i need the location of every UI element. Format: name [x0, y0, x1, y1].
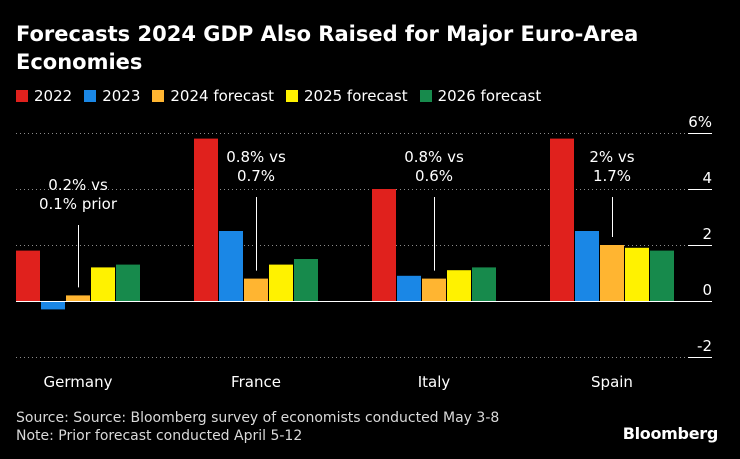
legend-item-2022: 2022: [16, 87, 72, 105]
legend-item-2024-forecast: 2024 forecast: [152, 87, 274, 105]
bar-spain-2026-forecast: [650, 250, 674, 301]
legend-item-2026-forecast: 2026 forecast: [419, 87, 542, 105]
legend-label: 2022: [34, 87, 73, 105]
legend-item-2025-forecast: 2025 forecast: [285, 87, 408, 105]
legend-swatch: [84, 90, 97, 102]
bar-italy-2024-forecast: [422, 278, 446, 301]
annotation-france-line: 0.7%: [237, 167, 275, 185]
legend-swatch: [285, 90, 298, 102]
bar-germany-2022: [16, 250, 40, 301]
annotation-italy-line: 0.6%: [415, 167, 453, 185]
legend-label: 2026 forecast: [437, 87, 542, 105]
prior-note: Note: Prior forecast conducted April 5-1…: [16, 428, 303, 444]
bar-france-2022: [194, 138, 218, 301]
bar-france-2023: [219, 231, 243, 301]
bar-france-2026-forecast: [294, 259, 318, 301]
bar-italy-2025-forecast: [447, 270, 471, 301]
x-tick-label-france: France: [231, 373, 281, 391]
legend-label: 2023: [102, 87, 141, 105]
bar-italy-2026-forecast: [472, 267, 496, 301]
source-note: Source: Source: Bloomberg survey of econ…: [16, 410, 500, 426]
x-tick-label-spain: Spain: [591, 373, 633, 391]
annotation-germany-line: 0.2% vs: [48, 176, 108, 194]
y-tick-label: 6%: [688, 113, 712, 131]
annotation-germany-line: 0.1% prior: [39, 195, 118, 213]
legend-label: 2024 forecast: [170, 87, 274, 105]
annotation-spain-line: 2% vs: [589, 148, 634, 166]
bloomberg-logo: Bloomberg: [622, 424, 719, 443]
y-tick-label: -2: [697, 337, 712, 355]
annotation-france-line: 0.8% vs: [226, 148, 286, 166]
bar-spain-2025-forecast: [625, 247, 649, 301]
legend-item-2023: 2023: [84, 87, 140, 105]
legend: 2022 2023 2024 forecast 2025 forecast 20…: [16, 86, 553, 106]
bar-spain-2023: [575, 231, 599, 301]
bar-italy-2023: [397, 275, 421, 301]
footer: Source: Source: Bloomberg survey of econ…: [16, 409, 499, 445]
x-tick-label-italy: Italy: [418, 373, 451, 391]
bar-spain-2022: [550, 138, 574, 301]
annotation-spain-line: 1.7%: [593, 167, 631, 185]
bar-italy-2022: [372, 189, 396, 301]
bar-spain-2024-forecast: [600, 245, 624, 301]
bar-germany-2024-forecast: [66, 295, 90, 301]
legend-swatch: [419, 90, 432, 102]
x-tick-label-germany: Germany: [44, 373, 113, 391]
bar-france-2024-forecast: [244, 278, 268, 301]
legend-label: 2025 forecast: [303, 87, 408, 105]
y-tick-label: 0: [702, 281, 712, 299]
annotation-italy-line: 0.8% vs: [404, 148, 464, 166]
y-tick-label: 4: [702, 169, 712, 187]
bar-france-2025-forecast: [269, 264, 293, 301]
bar-germany-2026-forecast: [116, 264, 140, 301]
chart-title: Forecasts 2024 GDP Also Raised for Major…: [16, 22, 639, 74]
y-tick-label: 2: [702, 225, 712, 243]
legend-swatch: [16, 90, 28, 102]
bar-germany-2025-forecast: [91, 267, 115, 301]
bar-germany-2023: [41, 301, 65, 310]
legend-swatch: [152, 90, 165, 102]
